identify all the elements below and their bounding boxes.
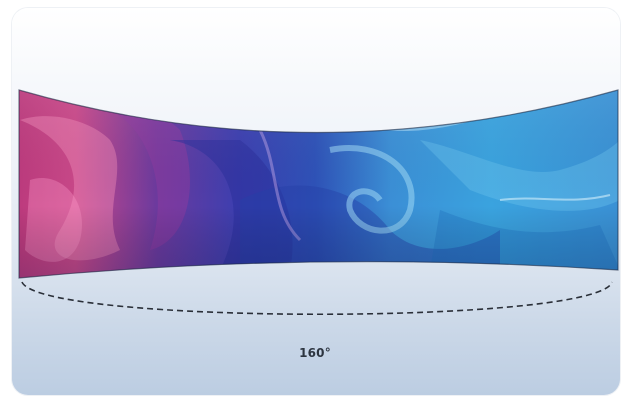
screen-bezel: [18, 89, 619, 279]
viewing-angle-arc: [21, 281, 613, 316]
viewing-angle-label: 160°: [299, 346, 331, 360]
screen-wallpaper: [19, 90, 618, 278]
